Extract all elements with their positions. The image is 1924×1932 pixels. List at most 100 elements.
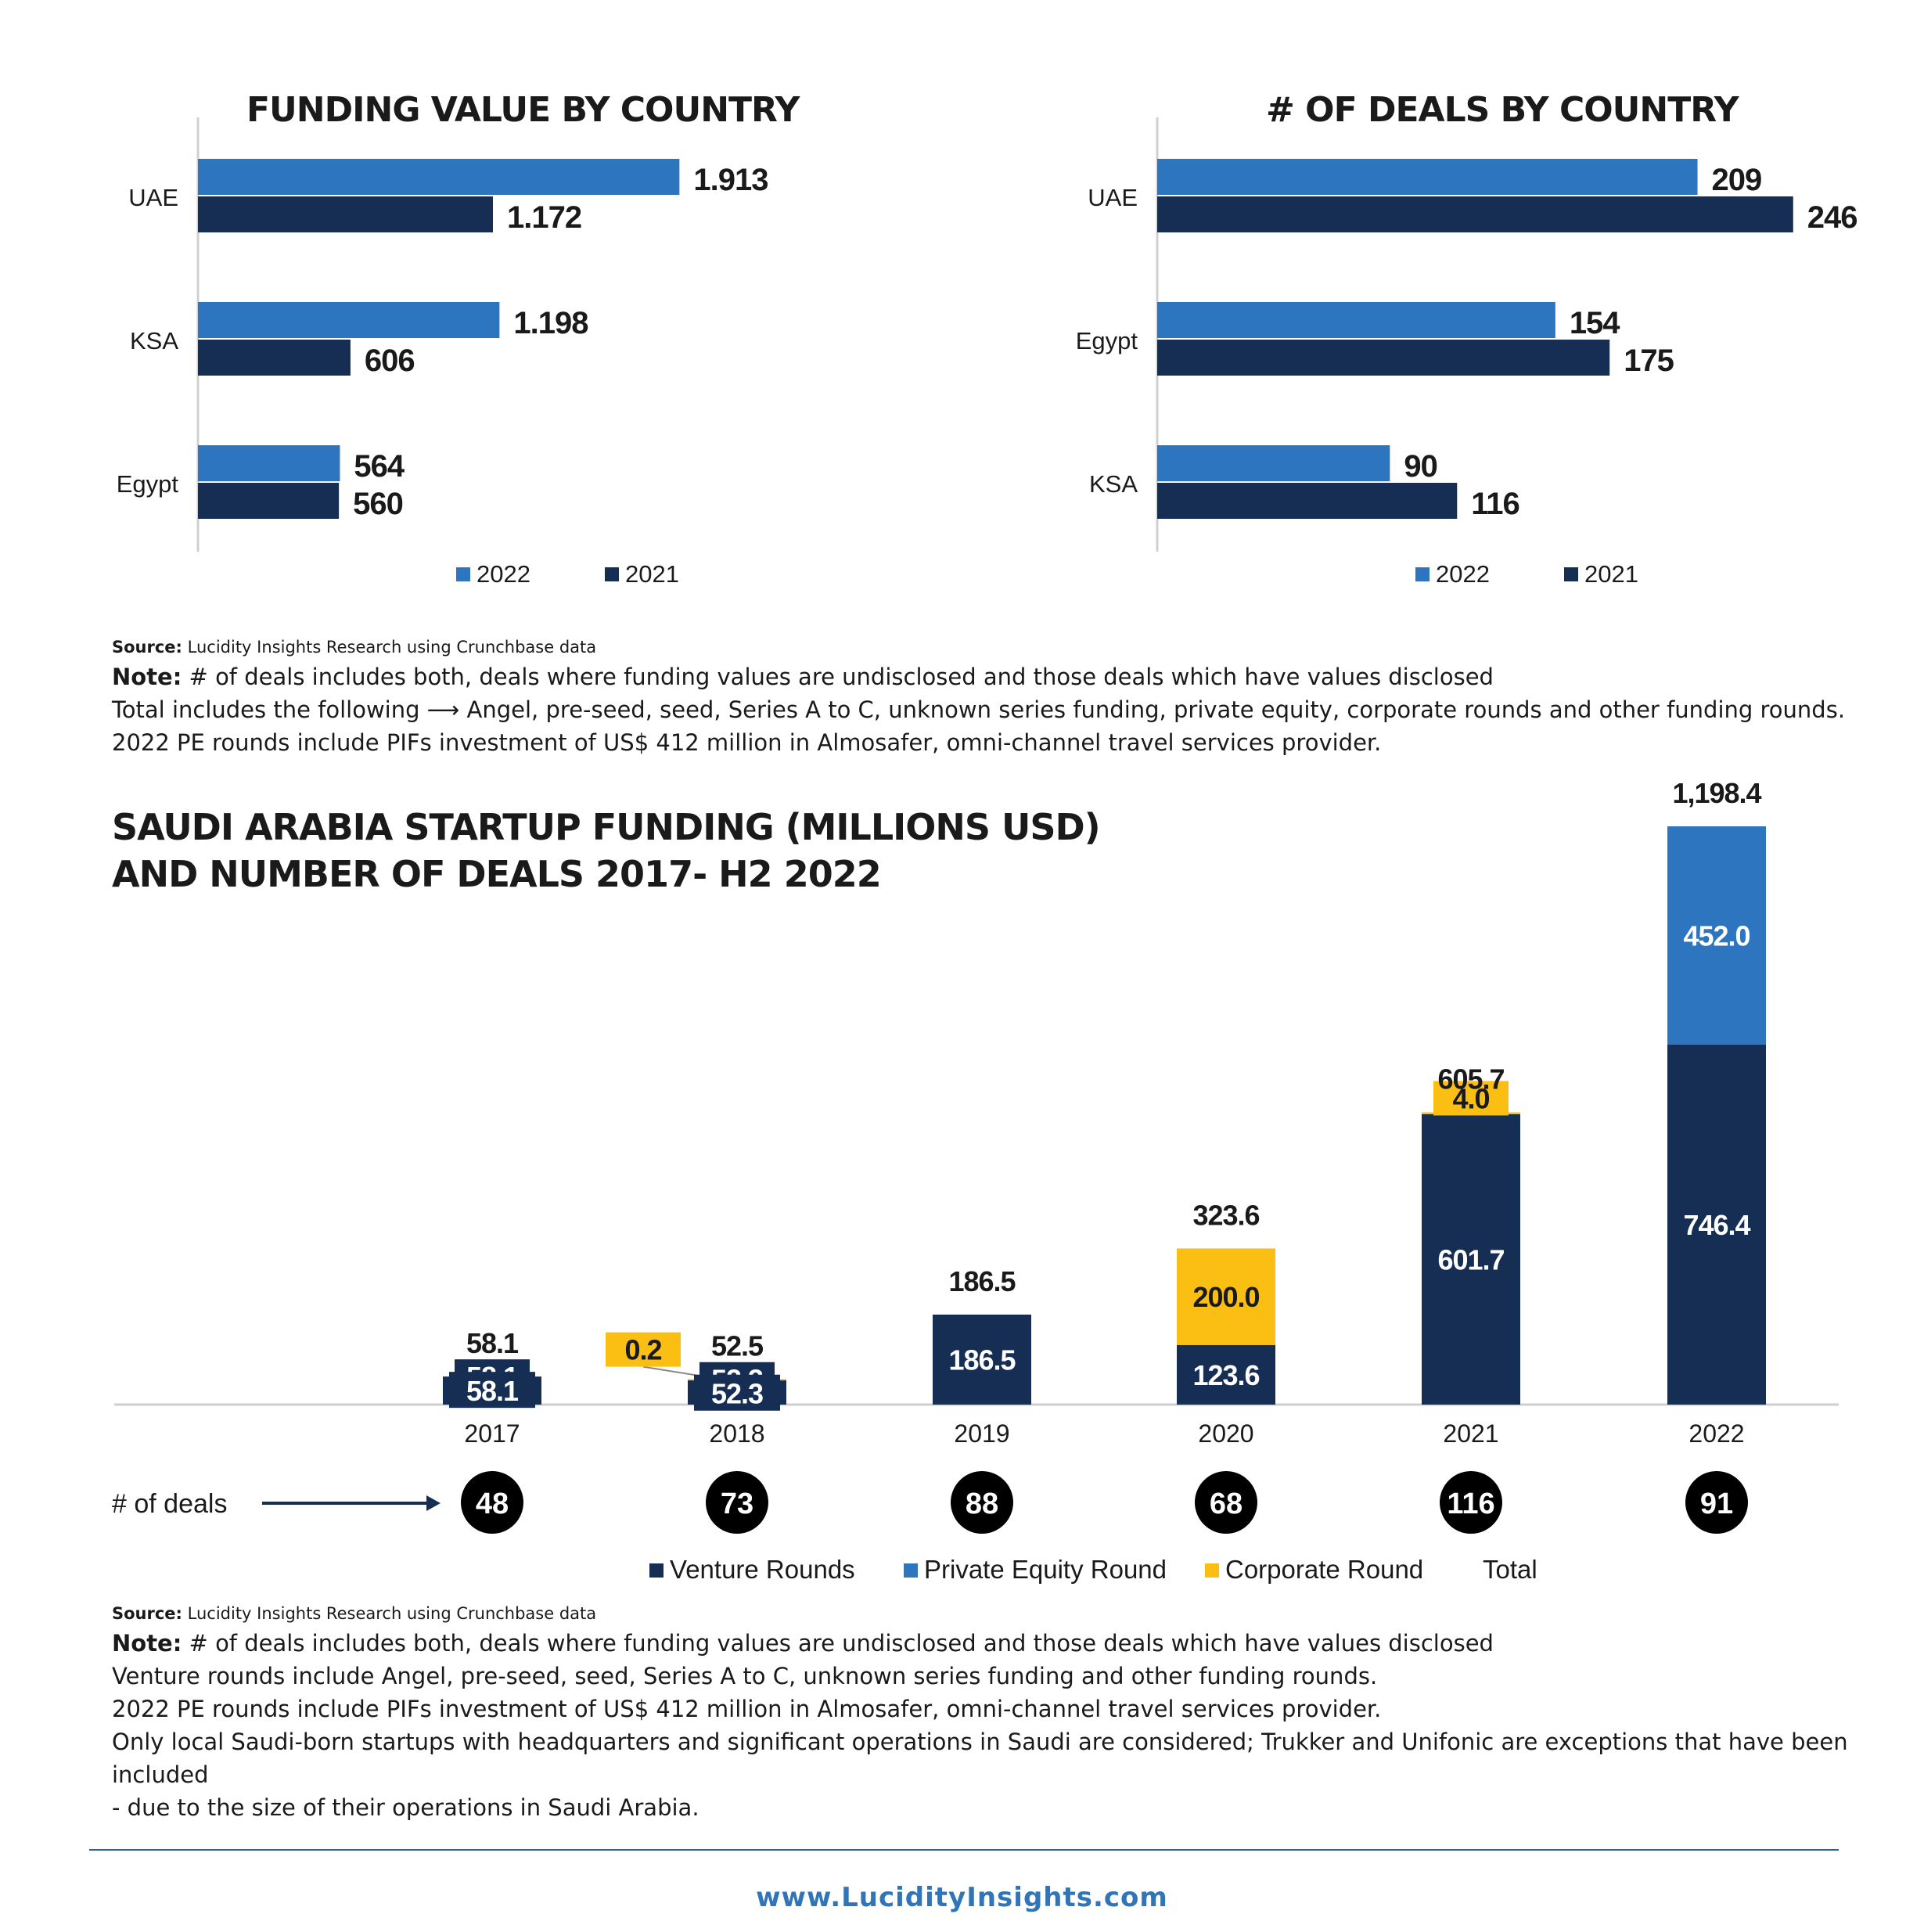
deals-count: 68 xyxy=(1210,1488,1243,1520)
deals-count: 88 xyxy=(966,1488,998,1520)
deals-count: 91 xyxy=(1700,1488,1733,1520)
category-label: 2020 xyxy=(1198,1419,1253,1448)
note-line: 2022 PE rounds include PIFs investment o… xyxy=(112,729,1382,756)
bar-data-label: 90 xyxy=(1404,449,1437,484)
total-label: 58.1 xyxy=(466,1327,519,1359)
deals-count: 116 xyxy=(1447,1488,1494,1520)
category-label: 2021 xyxy=(1443,1419,1498,1448)
category-label: Egypt xyxy=(1076,327,1138,354)
bar-2022-ksa xyxy=(1157,445,1390,481)
bottom-notes: Source: Lucidity Insights Research using… xyxy=(112,1600,1888,1824)
deals-row-label: # of deals xyxy=(112,1489,227,1519)
source-text: Lucidity Insights Research using Crunchb… xyxy=(187,638,597,657)
note-label: Note: xyxy=(112,664,182,690)
total-label: 52.5 xyxy=(711,1330,764,1362)
total-label: 323.6 xyxy=(1192,1199,1259,1231)
note-line: Total includes the following ⟶ Angel, pr… xyxy=(112,696,1846,723)
deals-arrow-head-icon xyxy=(426,1495,441,1511)
bar-2022-egypt xyxy=(1157,302,1555,338)
note-line: 2022 PE rounds include PIFs investment o… xyxy=(112,1696,1382,1722)
bar-data-label: 564 xyxy=(354,449,405,484)
category-label: UAE xyxy=(128,184,178,211)
source-label: Source: xyxy=(112,1604,182,1623)
source-text: Lucidity Insights Research using Crunchb… xyxy=(187,1604,597,1623)
segment-label: 0.2 xyxy=(624,1334,661,1366)
segment-label: 200.0 xyxy=(1192,1281,1259,1313)
venture-label-badge xyxy=(694,1374,780,1411)
footer-url[interactable]: www.LucidityInsights.com xyxy=(756,1882,1168,1913)
deals-count: 48 xyxy=(476,1488,509,1520)
note-line: Venture rounds include Angel, pre-seed, … xyxy=(112,1663,1378,1689)
total-label: 1,198.4 xyxy=(1672,777,1761,809)
bar-venture-rounds-2020 xyxy=(1177,1344,1275,1405)
saudi-funding-chart: 58.158.158.120174852.30.252.352.52018731… xyxy=(112,777,1839,1584)
deals-by-country-title: # OF DEALS BY COUNTRY xyxy=(1266,90,1739,130)
bar-data-label: 1.198 xyxy=(513,306,588,340)
segment-label: 58.1 xyxy=(466,1375,519,1407)
legend-swatch xyxy=(649,1563,664,1578)
legend-swatch xyxy=(904,1563,918,1578)
legend-label: 2021 xyxy=(1584,560,1638,588)
bar-2021-ksa xyxy=(1157,483,1458,519)
top-notes: Source: Lucidity Insights Research using… xyxy=(112,634,1872,759)
category-label: UAE xyxy=(1088,184,1138,211)
title-line-1: SAUDI ARABIA STARTUP FUNDING (MILLIONS U… xyxy=(112,806,1101,848)
deals-count-circle xyxy=(1440,1471,1502,1534)
bar-2022-uae xyxy=(1157,159,1698,195)
legend-swatch xyxy=(456,567,470,581)
total-label: 605.7 xyxy=(1437,1063,1504,1095)
bar-venture-rounds-2022 xyxy=(1667,1044,1766,1405)
segment-label: 4.0 xyxy=(1452,1082,1489,1114)
bar-data-label: 1.172 xyxy=(507,200,581,235)
deals-count-circle xyxy=(1195,1471,1257,1534)
legend-swatch xyxy=(1415,567,1430,581)
bar-data-label: 246 xyxy=(1807,200,1857,235)
category-label: Egypt xyxy=(117,470,179,498)
bar-venture-rounds-2021 xyxy=(1422,1114,1520,1405)
bar-2022-uae xyxy=(198,159,680,195)
title-line-2: AND NUMBER OF DEALS 2017- H2 2022 xyxy=(112,853,882,895)
bar-2022-ksa xyxy=(198,302,500,338)
note-text: # of deals includes both, deals where fu… xyxy=(189,1630,1494,1657)
category-label: 2018 xyxy=(709,1419,764,1448)
segment-label: 186.5 xyxy=(948,1344,1016,1376)
footer-divider xyxy=(89,1849,1839,1851)
bar-private-equity-round-2022 xyxy=(1667,826,1766,1045)
legend-label: Total xyxy=(1483,1555,1537,1584)
bar-data-label: 116 xyxy=(1471,487,1519,521)
category-label: 2019 xyxy=(954,1419,1009,1448)
note-line: Only local Saudi-born startups with head… xyxy=(112,1729,1848,1788)
legend-swatch xyxy=(605,567,619,581)
legend-swatch xyxy=(1205,1563,1219,1578)
bar-2022-egypt xyxy=(198,445,340,481)
segment-label: 746.4 xyxy=(1683,1209,1750,1241)
note-label: Note: xyxy=(112,1630,182,1657)
deals-count-circle xyxy=(706,1471,768,1534)
total-label: 186.5 xyxy=(948,1265,1016,1297)
note-text: # of deals includes both, deals where fu… xyxy=(189,664,1494,690)
legend-label: 2022 xyxy=(1436,560,1490,588)
legend-label: Venture Rounds xyxy=(670,1555,855,1584)
segment-label-badge xyxy=(606,1332,681,1367)
bar-2021-egypt xyxy=(198,483,340,519)
bar-data-label: 1.913 xyxy=(693,163,768,197)
bar-2021-uae xyxy=(198,196,493,232)
segment-label: 601.7 xyxy=(1437,1243,1504,1275)
note-line: - due to the size of their operations in… xyxy=(112,1794,699,1821)
deals-count-circle xyxy=(461,1471,523,1534)
deals-count-circle xyxy=(951,1471,1013,1534)
venture-label-badge xyxy=(449,1372,535,1409)
segment-label: 123.6 xyxy=(1192,1359,1259,1391)
deals-count: 73 xyxy=(721,1488,753,1520)
bar-2021-ksa xyxy=(198,340,351,376)
funding-value-title: FUNDING VALUE BY COUNTRY xyxy=(246,90,800,130)
bar-corporate-round-2020 xyxy=(1177,1248,1275,1345)
bar-2021-uae xyxy=(1157,196,1793,232)
source-label: Source: xyxy=(112,638,182,657)
legend-label: Corporate Round xyxy=(1225,1555,1423,1584)
category-label: KSA xyxy=(130,327,178,354)
legend-label: 2021 xyxy=(625,560,679,588)
bar-data-label: 560 xyxy=(353,487,403,521)
